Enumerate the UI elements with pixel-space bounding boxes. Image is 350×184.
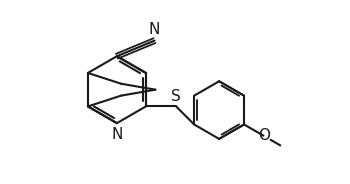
Text: S: S — [171, 89, 181, 104]
Text: N: N — [149, 22, 160, 37]
Text: N: N — [111, 127, 122, 142]
Text: O: O — [258, 128, 270, 143]
